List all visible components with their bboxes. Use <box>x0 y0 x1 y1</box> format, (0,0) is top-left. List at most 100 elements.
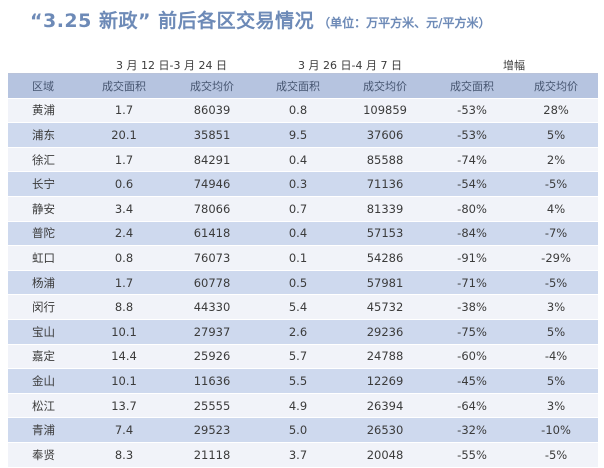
title-unit: （单位：万平方米、元/平方米） <box>318 16 491 30</box>
cell-price-change: 5% <box>514 319 599 345</box>
transactions-table: 3 月 12 日-3 月 24 日 3 月 26 日-4 月 7 日 增幅 区域… <box>8 56 599 468</box>
cell-area-before: 3.4 <box>80 196 168 222</box>
cell-area-before: 8.3 <box>80 442 168 468</box>
cell-area-change: -38% <box>430 294 515 320</box>
cell-area-before: 13.7 <box>80 393 168 419</box>
table-row: 闵行 8.8 44330 5.4 45732 -38% 3% <box>8 294 599 320</box>
cell-area-change: -60% <box>430 344 515 370</box>
cell-price-change: 28% <box>514 98 599 124</box>
cell-region: 闵行 <box>8 294 80 320</box>
table-row: 虹口 0.8 76073 0.1 54286 -91% -29% <box>8 245 599 271</box>
cell-price-before: 84291 <box>168 147 257 173</box>
cell-price-after: 12269 <box>340 368 431 394</box>
cell-price-before: 86039 <box>168 98 257 124</box>
table-row: 长宁 0.6 74946 0.3 71136 -54% -5% <box>8 171 599 197</box>
cell-price-change: 3% <box>514 294 599 320</box>
cell-price-after: 85588 <box>340 147 431 173</box>
cell-region: 普陀 <box>8 221 80 247</box>
table-row: 奉贤 8.3 21118 3.7 20048 -55% -5% <box>8 442 599 468</box>
cell-price-after: 26394 <box>340 393 431 419</box>
cell-price-change: 4% <box>514 196 599 222</box>
cell-price-change: 2% <box>514 147 599 173</box>
cell-price-after: 71136 <box>340 171 431 197</box>
cell-area-after: 4.9 <box>256 393 341 419</box>
cell-price-before: 11636 <box>168 368 257 394</box>
cell-region: 金山 <box>8 368 80 394</box>
table-row: 徐汇 1.7 84291 0.4 85588 -74% 2% <box>8 147 599 173</box>
column-header-region: 区域 <box>8 73 80 99</box>
cell-area-change: -53% <box>430 122 515 148</box>
period-header-row: 3 月 12 日-3 月 24 日 3 月 26 日-4 月 7 日 增幅 <box>8 56 599 74</box>
cell-area-after: 5.7 <box>256 344 341 370</box>
cell-price-before: 21118 <box>168 442 257 468</box>
cell-area-change: -80% <box>430 196 515 222</box>
cell-price-after: 37606 <box>340 122 431 148</box>
cell-price-before: 60778 <box>168 270 257 296</box>
cell-region: 徐汇 <box>8 147 80 173</box>
cell-region: 奉贤 <box>8 442 80 468</box>
cell-price-change: 5% <box>514 122 599 148</box>
cell-region: 嘉定 <box>8 344 80 370</box>
cell-region: 青浦 <box>8 417 80 443</box>
cell-area-before: 1.7 <box>80 270 168 296</box>
cell-area-after: 3.7 <box>256 442 341 468</box>
page: “3.25 新政” 前后各区交易情况 （单位：万平方米、元/平方米） 3 月 1… <box>8 10 599 468</box>
column-header-area-1: 成交面积 <box>80 73 168 99</box>
cell-area-before: 2.4 <box>80 221 168 247</box>
cell-region: 宝山 <box>8 319 80 345</box>
cell-area-change: -64% <box>430 393 515 419</box>
cell-area-before: 10.1 <box>80 368 168 394</box>
cell-price-before: 29523 <box>168 417 257 443</box>
cell-price-after: 109859 <box>340 98 431 124</box>
cell-area-after: 0.3 <box>256 171 341 197</box>
cell-price-after: 20048 <box>340 442 431 468</box>
table-row: 宝山 10.1 27937 2.6 29236 -75% 5% <box>8 319 599 345</box>
cell-area-change: -91% <box>430 245 515 271</box>
cell-price-before: 44330 <box>168 294 257 320</box>
table-row: 浦东 20.1 35851 9.5 37606 -53% 5% <box>8 122 599 148</box>
cell-area-after: 5.4 <box>256 294 341 320</box>
cell-price-after: 54286 <box>340 245 431 271</box>
cell-price-before: 74946 <box>168 171 257 197</box>
cell-price-after: 45732 <box>340 294 431 320</box>
cell-area-change: -54% <box>430 171 515 197</box>
table-row: 普陀 2.4 61418 0.4 57153 -84% -7% <box>8 221 599 247</box>
cell-area-before: 1.7 <box>80 98 168 124</box>
cell-price-after: 81339 <box>340 196 431 222</box>
cell-region: 黄浦 <box>8 98 80 124</box>
cell-region: 静安 <box>8 196 80 222</box>
cell-area-after: 5.0 <box>256 417 341 443</box>
cell-region: 浦东 <box>8 122 80 148</box>
cell-area-change: -53% <box>430 98 515 124</box>
cell-area-change: -74% <box>430 147 515 173</box>
cell-price-change: 3% <box>514 393 599 419</box>
cell-price-before: 25926 <box>168 344 257 370</box>
table-row: 黄浦 1.7 86039 0.8 109859 -53% 28% <box>8 98 599 124</box>
cell-area-after: 9.5 <box>256 122 341 148</box>
column-header-price-2: 成交均价 <box>340 73 431 99</box>
title-main: “3.25 新政” 前后各区交易情况 <box>30 10 315 32</box>
cell-area-before: 20.1 <box>80 122 168 148</box>
column-header-row: 区域 成交面积 成交均价 成交面积 成交均价 成交面积 成交均价 <box>8 73 599 99</box>
cell-price-change: -4% <box>514 344 599 370</box>
cell-price-after: 57153 <box>340 221 431 247</box>
cell-region: 杨浦 <box>8 270 80 296</box>
cell-price-before: 25555 <box>168 393 257 419</box>
cell-area-change: -75% <box>430 319 515 345</box>
cell-area-after: 0.4 <box>256 147 341 173</box>
period1-header: 3 月 12 日-3 月 24 日 <box>80 56 257 74</box>
cell-area-after: 0.8 <box>256 98 341 124</box>
cell-price-change: -10% <box>514 417 599 443</box>
cell-price-before: 35851 <box>168 122 257 148</box>
cell-area-before: 7.4 <box>80 417 168 443</box>
cell-price-change: -5% <box>514 171 599 197</box>
cell-area-change: -71% <box>430 270 515 296</box>
cell-area-change: -45% <box>430 368 515 394</box>
cell-area-before: 0.8 <box>80 245 168 271</box>
cell-area-before: 0.6 <box>80 171 168 197</box>
cell-region: 虹口 <box>8 245 80 271</box>
cell-price-before: 78066 <box>168 196 257 222</box>
column-header-price-1: 成交均价 <box>168 73 257 99</box>
cell-price-before: 61418 <box>168 221 257 247</box>
cell-region: 长宁 <box>8 171 80 197</box>
